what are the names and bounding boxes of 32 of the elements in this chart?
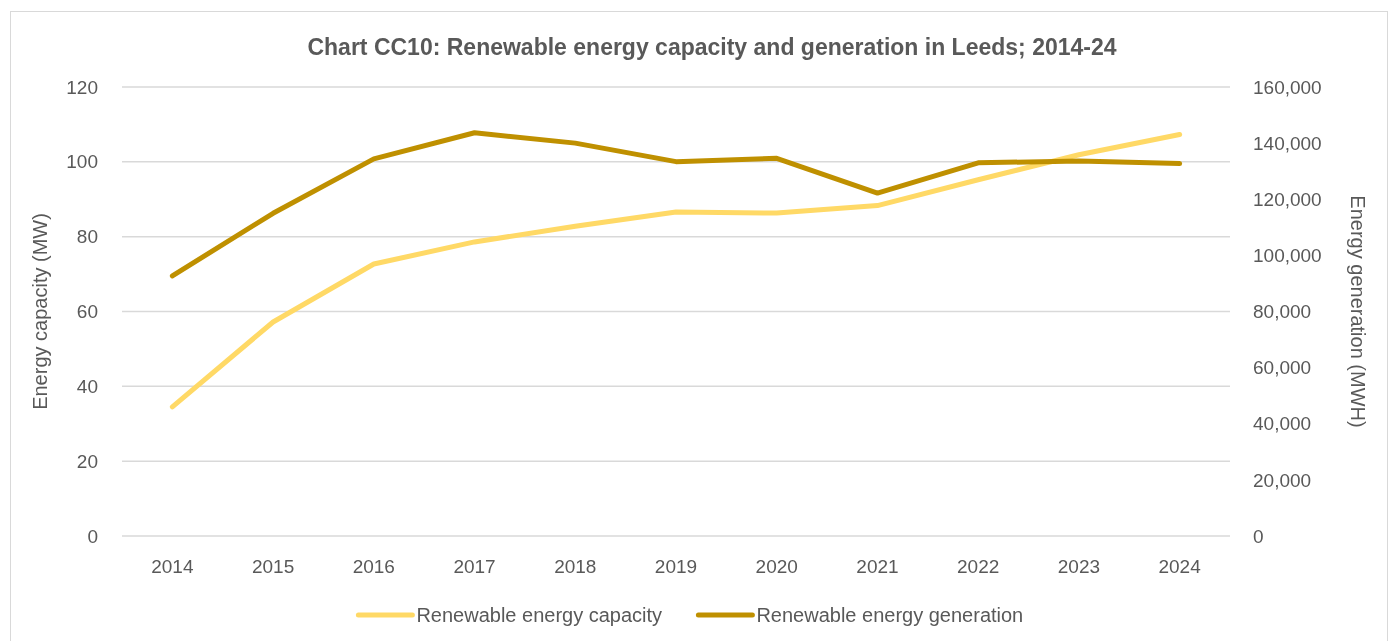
x-tick-label: 2024 [1158, 555, 1202, 577]
y-tick-label: 0 [87, 525, 98, 547]
y2-tick-label: 40,000 [1253, 413, 1312, 435]
y2-tick-label: 120,000 [1253, 188, 1322, 210]
y2-tick-label: 160,000 [1253, 76, 1322, 98]
x-tick-label: 2018 [554, 555, 597, 577]
y-tick-label: 100 [66, 151, 98, 173]
y-axis-title: Energy capacity (MW) [29, 213, 51, 410]
x-tick-label: 2022 [957, 555, 1000, 577]
x-tick-label: 2023 [1057, 555, 1101, 577]
x-tick-label: 2017 [453, 555, 496, 577]
y2-tick-label: 80,000 [1253, 301, 1312, 323]
y-tick-label: 60 [76, 301, 98, 323]
y-tick-label: 20 [76, 450, 98, 472]
legend-label: Renewable energy generation [756, 604, 1024, 626]
y-tick-label: 40 [76, 375, 98, 397]
legend-label: Renewable energy capacity [416, 604, 663, 626]
chart-title: Chart CC10: Renewable energy capacity and generation in Leeds; 2014-24 [307, 34, 1117, 60]
y-tick-label: 120 [66, 76, 98, 98]
y2-tick-label: 20,000 [1253, 469, 1312, 491]
y2-axis-title: Energy generation (MWH) [1347, 195, 1369, 428]
y2-tick-label: 60,000 [1253, 357, 1312, 379]
y2-tick-label: 0 [1253, 525, 1264, 547]
x-tick-label: 2020 [755, 555, 798, 577]
y2-tick-label: 100,000 [1253, 245, 1322, 267]
x-tick-label: 2015 [251, 555, 295, 577]
y2-tick-label: 140,000 [1253, 132, 1322, 154]
x-tick-label: 2016 [352, 555, 395, 577]
x-tick-label: 2021 [856, 555, 899, 577]
x-tick-label: 2014 [151, 555, 194, 577]
y-tick-label: 80 [76, 226, 98, 248]
x-tick-label: 2019 [654, 555, 698, 577]
